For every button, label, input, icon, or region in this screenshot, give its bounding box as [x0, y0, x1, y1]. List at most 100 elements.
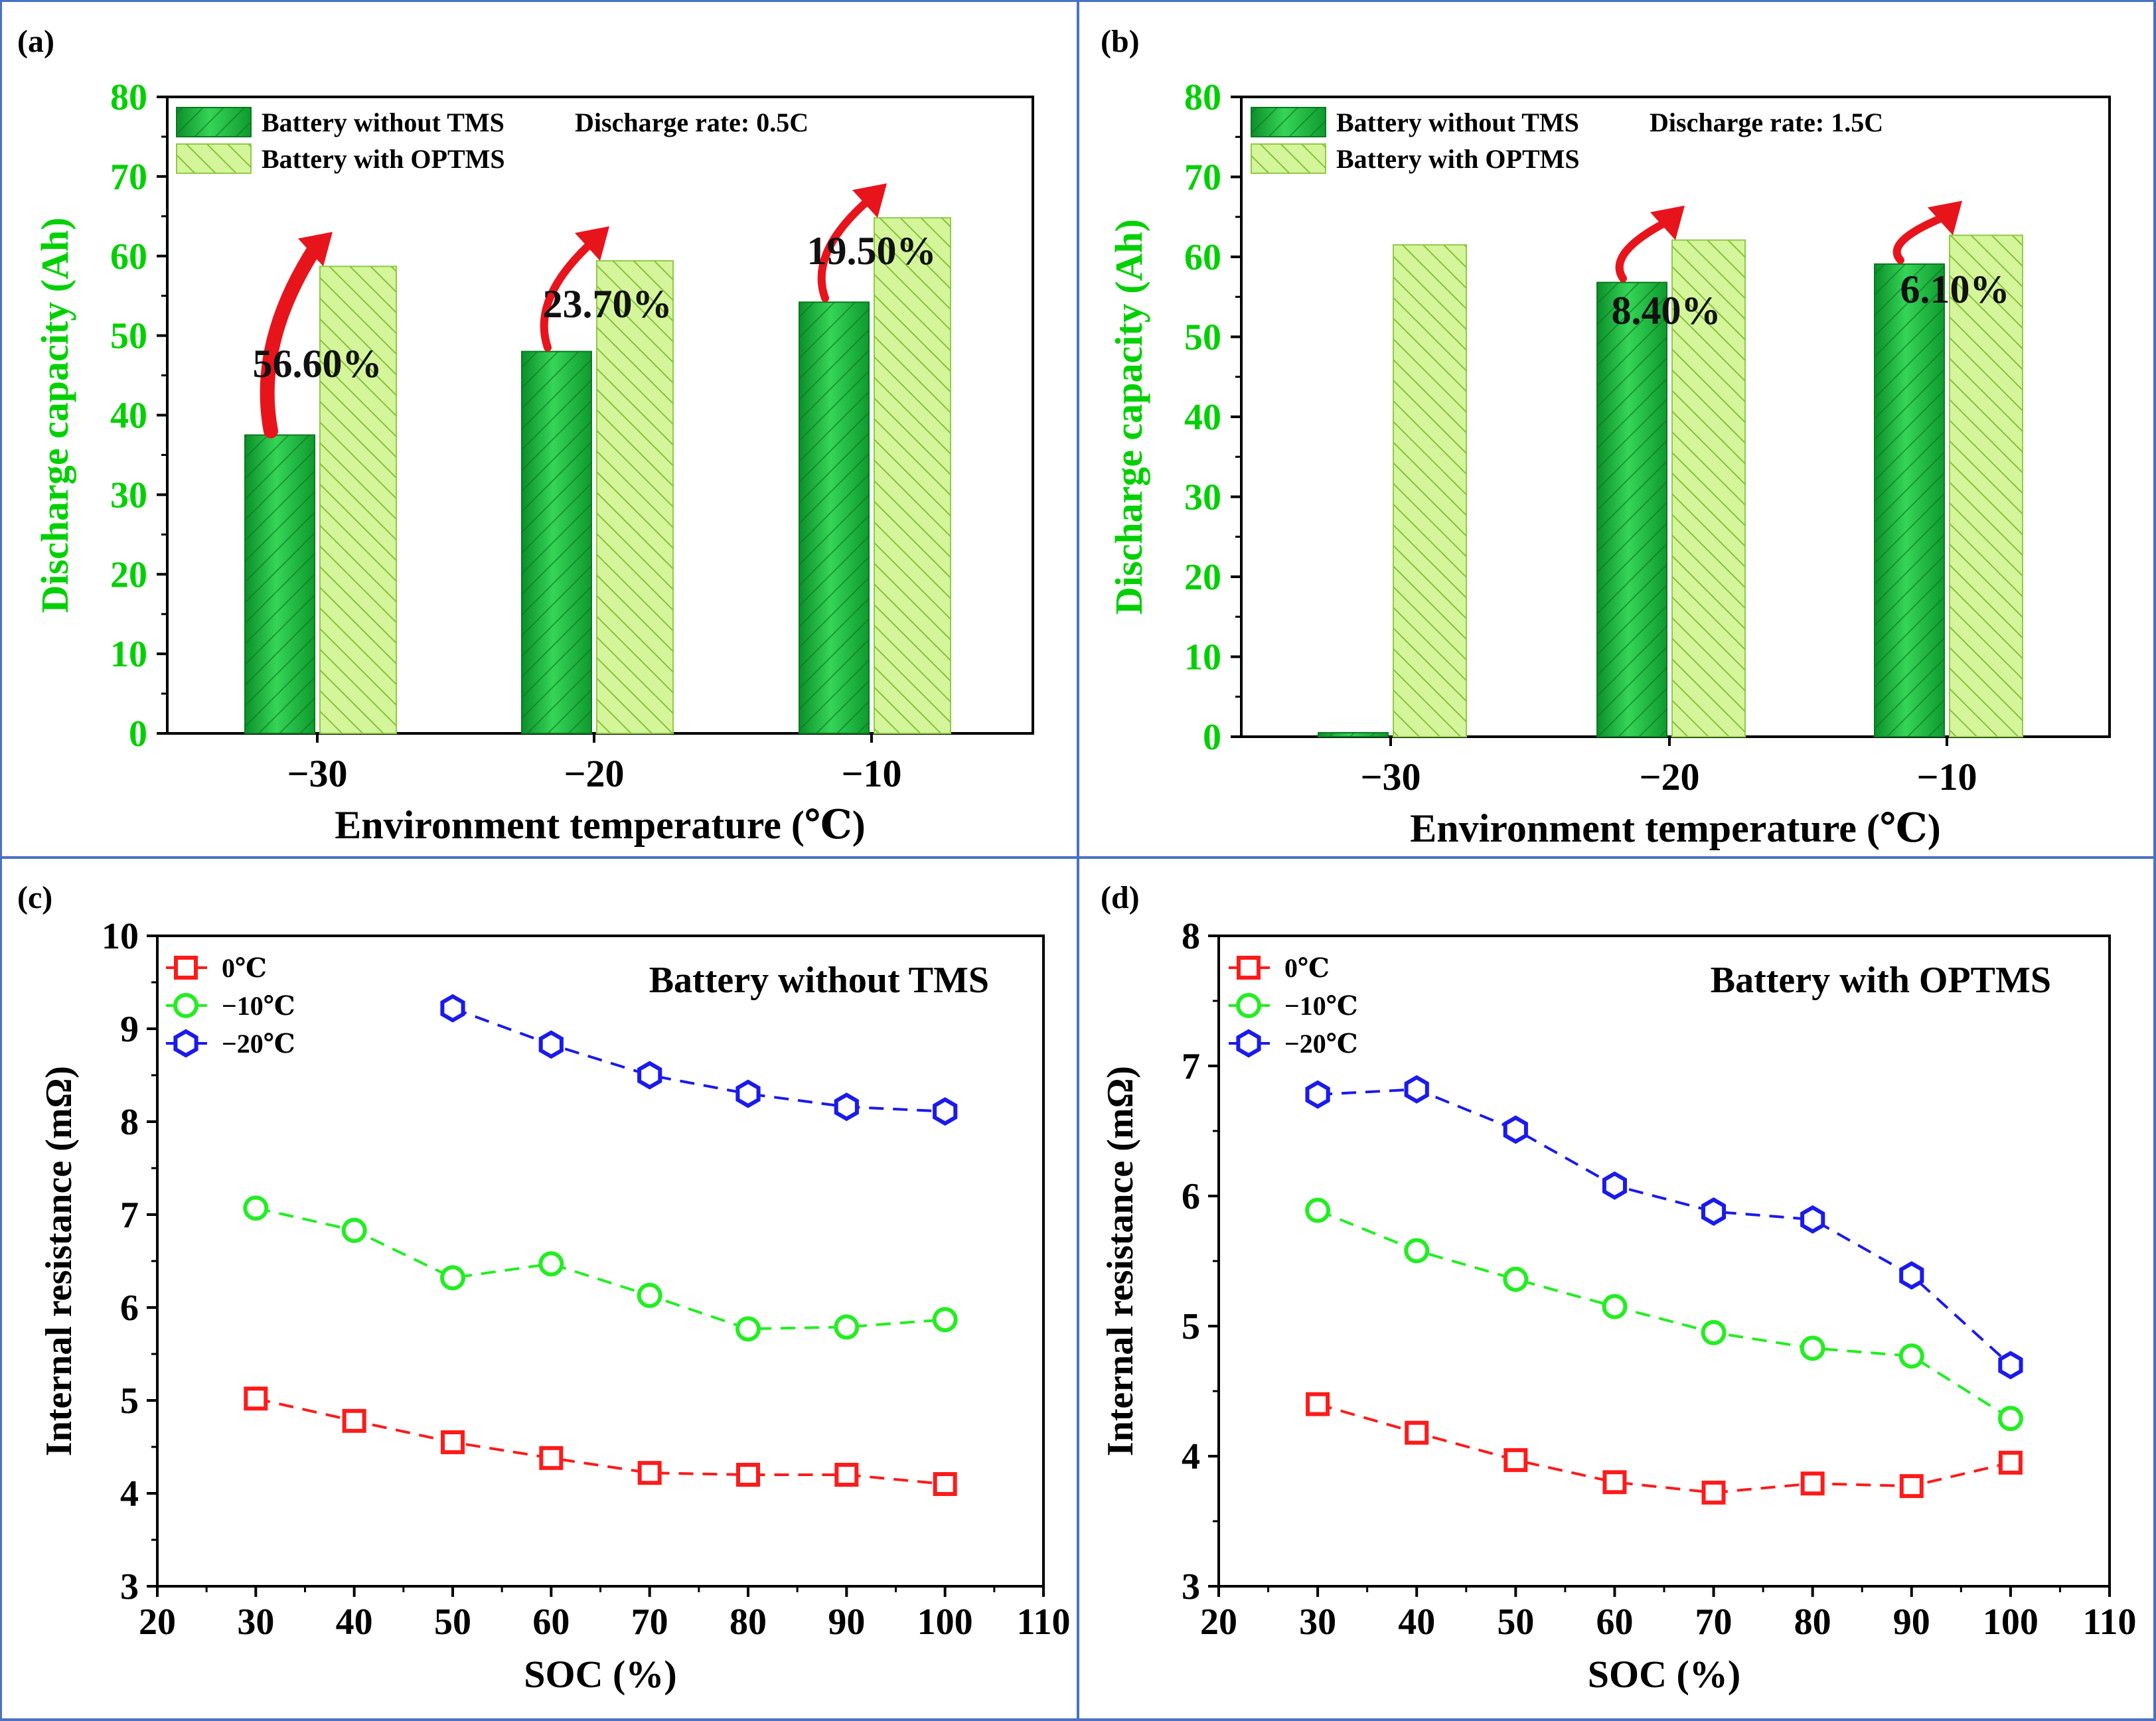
marker-hexagon — [1800, 1205, 1825, 1234]
increase-arrow-head — [1650, 205, 1685, 240]
legend-label: −10℃ — [1284, 991, 1358, 1021]
y-tick-label: 6 — [1182, 1176, 1200, 1217]
x-tick-label: −30 — [287, 752, 347, 795]
bar-without-tms-hatch — [1875, 263, 1944, 737]
x-tick-label: 60 — [532, 1602, 570, 1643]
marker-square — [342, 1408, 366, 1433]
marker-square — [1503, 1448, 1528, 1472]
y-tick-label: 8 — [1182, 916, 1200, 957]
x-tick-label: 90 — [828, 1602, 865, 1643]
y-tick-label: 4 — [120, 1473, 139, 1515]
marker-square — [174, 956, 198, 980]
increase-arrow-head — [298, 232, 333, 267]
y-tick-label: 5 — [120, 1381, 139, 1422]
marker-square — [1800, 1471, 1825, 1496]
marker-hexagon — [1404, 1075, 1429, 1104]
chart-b: 0 10 20 30 40 50 60 70 80 Discharge capacity (Ah)… — [1101, 24, 2111, 850]
x-axis-label: SOC (%) — [1588, 1653, 1740, 1696]
y-tick-label: 30 — [1184, 477, 1221, 518]
y-tick-label: 50 — [110, 316, 147, 357]
bar-with-optms-hatch — [874, 218, 951, 734]
chart-c: 3 4 5 6 7 8 9 10 Internal resistance (mΩ) 20 30 40 5… — [17, 880, 1070, 1696]
y-tick-label: 60 — [1184, 237, 1221, 278]
bar-without-tms-hatch — [799, 302, 869, 734]
x-tick-label: −20 — [564, 752, 624, 795]
marker-hexagon — [1503, 1115, 1528, 1144]
marker-circle — [1602, 1294, 1628, 1319]
y-tick-label: 3 — [1182, 1566, 1200, 1608]
y-tick-label: 40 — [110, 396, 147, 437]
marker-hexagon — [933, 1097, 958, 1126]
increase-arrow — [540, 238, 596, 352]
x-tick-label: 20 — [1200, 1602, 1237, 1643]
x-axis-label: SOC (%) — [524, 1653, 676, 1696]
y-tick-label: 5 — [1182, 1306, 1200, 1347]
marker-circle — [243, 1195, 269, 1221]
marker-square — [1701, 1480, 1726, 1505]
x-axis-label: Environment temperature (℃) — [1410, 806, 1941, 850]
bar-without-tms-hatch — [1318, 732, 1388, 737]
marker-circle — [637, 1282, 662, 1308]
marker-circle — [1701, 1319, 1727, 1345]
x-tick-label: 80 — [730, 1602, 767, 1643]
marker-hexagon — [173, 1029, 198, 1058]
legend-swatch-with-optms-hatch — [177, 144, 251, 173]
marker-circle — [538, 1251, 564, 1277]
x-tick-label: 70 — [631, 1602, 668, 1643]
y-tick-label: 20 — [110, 554, 147, 595]
marker-hexagon — [1899, 1261, 1924, 1290]
x-tick-label: 90 — [1893, 1602, 1930, 1643]
bar-with-optms-hatch — [1393, 244, 1466, 737]
percent-increase-label: 8.40% — [1612, 289, 1721, 333]
marker-square — [1405, 1420, 1429, 1445]
series-line-2 — [452, 1007, 945, 1113]
y-tick-label: 10 — [102, 916, 139, 957]
marker-circle — [341, 1217, 367, 1243]
increase-arrow-head — [575, 226, 609, 261]
x-axis-label: Environment temperature (℃) — [335, 803, 866, 847]
y-tick-label: 10 — [110, 634, 147, 675]
increase-arrow — [260, 240, 323, 439]
y-axis-label: Internal resistance (mΩ) — [1100, 1066, 1141, 1456]
x-tick-label: 40 — [1398, 1602, 1435, 1643]
y-axis-label: Internal resistance (mΩ) — [38, 1066, 80, 1456]
x-tick-label: 70 — [1695, 1602, 1733, 1643]
legend-label: −20℃ — [1284, 1029, 1358, 1059]
legend-label: 0℃ — [222, 953, 267, 983]
y-tick-label: 10 — [1184, 637, 1221, 678]
panel-label: (c) — [17, 880, 52, 915]
increase-arrow — [1892, 212, 1949, 264]
y-tick-label: 9 — [120, 1009, 139, 1050]
discharge-rate-note: Discharge rate: 0.5C — [575, 108, 809, 137]
series-line-2 — [1317, 1088, 2012, 1367]
bar-with-optms-hatch — [1672, 240, 1745, 737]
marker-hexagon — [1701, 1197, 1727, 1226]
marker-square — [933, 1472, 957, 1496]
percent-increase-label: 23.70% — [543, 282, 672, 326]
marker-square — [1306, 1392, 1330, 1416]
x-tick-label: −20 — [1639, 755, 1699, 798]
panel-frame-d — [1077, 856, 2156, 1721]
y-tick-label: 70 — [110, 157, 147, 198]
percent-increase-label: 6.10% — [1900, 267, 2010, 311]
y-tick-label: 30 — [110, 475, 147, 516]
series-line-1 — [255, 1207, 945, 1331]
y-tick-label: 0 — [1203, 717, 1221, 758]
marker-circle — [1305, 1197, 1331, 1223]
x-tick-label: 40 — [336, 1602, 373, 1643]
y-axis-label: Discharge capacity (Ah) — [1107, 219, 1150, 615]
chart-title: Battery without TMS — [649, 960, 989, 1001]
legend-label-with-optms: Battery with OPTMS — [262, 144, 505, 174]
series-line-0 — [1317, 1402, 2011, 1494]
y-tick-label: 3 — [120, 1566, 139, 1608]
marker-circle — [834, 1314, 860, 1340]
marker-circle — [932, 1307, 958, 1333]
bar-without-tms-hatch — [245, 435, 315, 733]
marker-hexagon — [538, 1030, 564, 1059]
legend-label: 0℃ — [1284, 953, 1330, 983]
series-line-1 — [1317, 1209, 2011, 1420]
discharge-rate-note: Discharge rate: 1.5C — [1650, 108, 1883, 137]
bar-with-optms-hatch — [597, 260, 673, 733]
x-tick-label: −30 — [1360, 755, 1421, 798]
legend-swatch-with-optms-hatch — [1251, 144, 1326, 173]
